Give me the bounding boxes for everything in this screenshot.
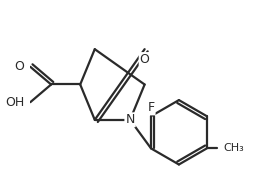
Text: OH: OH bbox=[5, 96, 24, 109]
Text: F: F bbox=[148, 101, 155, 114]
Text: CH₃: CH₃ bbox=[223, 143, 244, 153]
Text: N: N bbox=[125, 113, 135, 126]
Text: O: O bbox=[140, 53, 150, 66]
Text: O: O bbox=[14, 60, 24, 73]
